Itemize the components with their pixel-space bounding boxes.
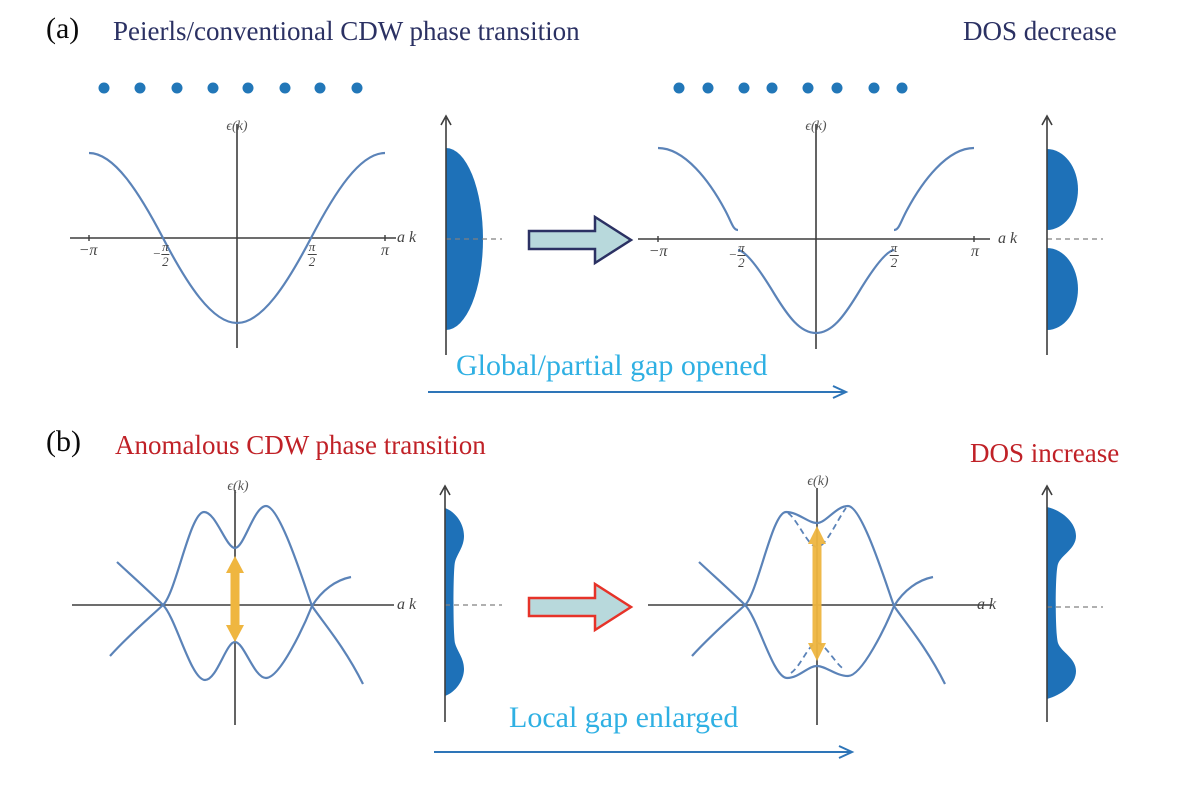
panel-b-title: Anomalous CDW phase transition [115,430,486,460]
cosine-band-curve [88,151,386,325]
dos-plot-a-metallic [440,114,502,355]
panel-a-label: (a) [46,12,80,45]
band-plot-a-gapped [638,124,990,349]
tick-neg-pi: −π [648,243,668,260]
atom-dot [242,82,254,94]
atom-dot [802,82,814,94]
tick-neg-pi: −π [78,242,98,259]
tick-frac-den: 2 [737,254,746,270]
axis-arrowhead [439,484,451,496]
tick-pi: π [380,242,390,259]
atom-dot [207,82,219,94]
axis-arrowhead [440,114,452,126]
atom-dot [766,82,778,94]
dos-plot-b-enlarged-gap [1041,484,1103,722]
right-arrow-a-icon [428,385,849,399]
atom-dot [673,82,685,94]
lower-camelback-band [698,561,934,680]
energy-axis-label: ϵ(k) [807,474,829,489]
atom-dot [738,82,750,94]
axis-arrowhead [1041,484,1053,496]
energy-axis-label: ϵ(k) [226,119,248,134]
transition-block-arrow-b-icon [527,581,634,633]
atom-dot [351,82,363,94]
atom-dot [171,82,183,94]
panel-a-title: Peierls/conventional CDW phase transitio… [113,16,580,46]
tick-frac-sign: − [152,246,162,262]
momentum-axis-label: a k [397,229,417,246]
tick-frac-num: π [308,239,316,254]
momentum-axis-label: a k [397,596,417,613]
tick-frac-den: 2 [889,254,899,270]
right-arrow-b-icon [434,745,855,759]
panel-a-transition-caption: Global/partial gap opened [456,349,768,382]
tick-frac-sign: − [728,247,738,263]
tick-frac-num: π [890,240,898,255]
lower-band [737,248,895,335]
energy-axis-label: ϵ(k) [227,479,249,494]
local-gap-arrow-icon [226,556,244,642]
tick-pi: π [970,243,980,260]
dos-plot-a-gapped [1041,114,1103,355]
dos-double-peak-shape [445,508,464,696]
tick-frac-den: 2 [161,253,170,269]
atom-dot [702,82,714,94]
upper-band-left [657,146,739,232]
dos-double-peak-shape [1047,507,1076,699]
momentum-axis-label: a k [998,230,1018,247]
dos-upper-lobe [1047,149,1078,230]
panel-b-transition-caption: Local gap enlarged [509,701,739,734]
atom-dot [98,82,110,94]
axis-arrowhead [1041,114,1053,126]
atom-chain-dimerized [673,82,908,94]
atom-dot [134,82,146,94]
tick-frac-num: π [738,240,745,255]
dos-plot-b-small-gap [439,484,502,722]
atom-dot [831,82,843,94]
panel-a-dos-label: DOS decrease [963,16,1117,46]
band-plot-b-enlarged-gap [648,488,992,725]
band-plot-a-metallic [70,124,396,348]
atom-dot [279,82,291,94]
atom-dot [314,82,326,94]
band-plot-b-small-gap [72,490,394,725]
atom-chain-undistorted [98,82,363,94]
tick-frac-num: π [162,239,169,254]
tick-frac-den: 2 [307,253,317,269]
atom-dot [868,82,880,94]
upper-band-right [893,146,975,232]
dos-lower-lobe [1047,248,1078,330]
panel-b-dos-label: DOS increase [970,438,1120,468]
transition-block-arrow-a-icon [527,214,634,266]
panel-b-label: (b) [46,425,81,458]
enlarged-gap-arrow-icon [808,526,826,661]
atom-dot [896,82,908,94]
momentum-axis-label: a k [977,596,997,613]
energy-axis-label: ϵ(k) [805,119,827,134]
